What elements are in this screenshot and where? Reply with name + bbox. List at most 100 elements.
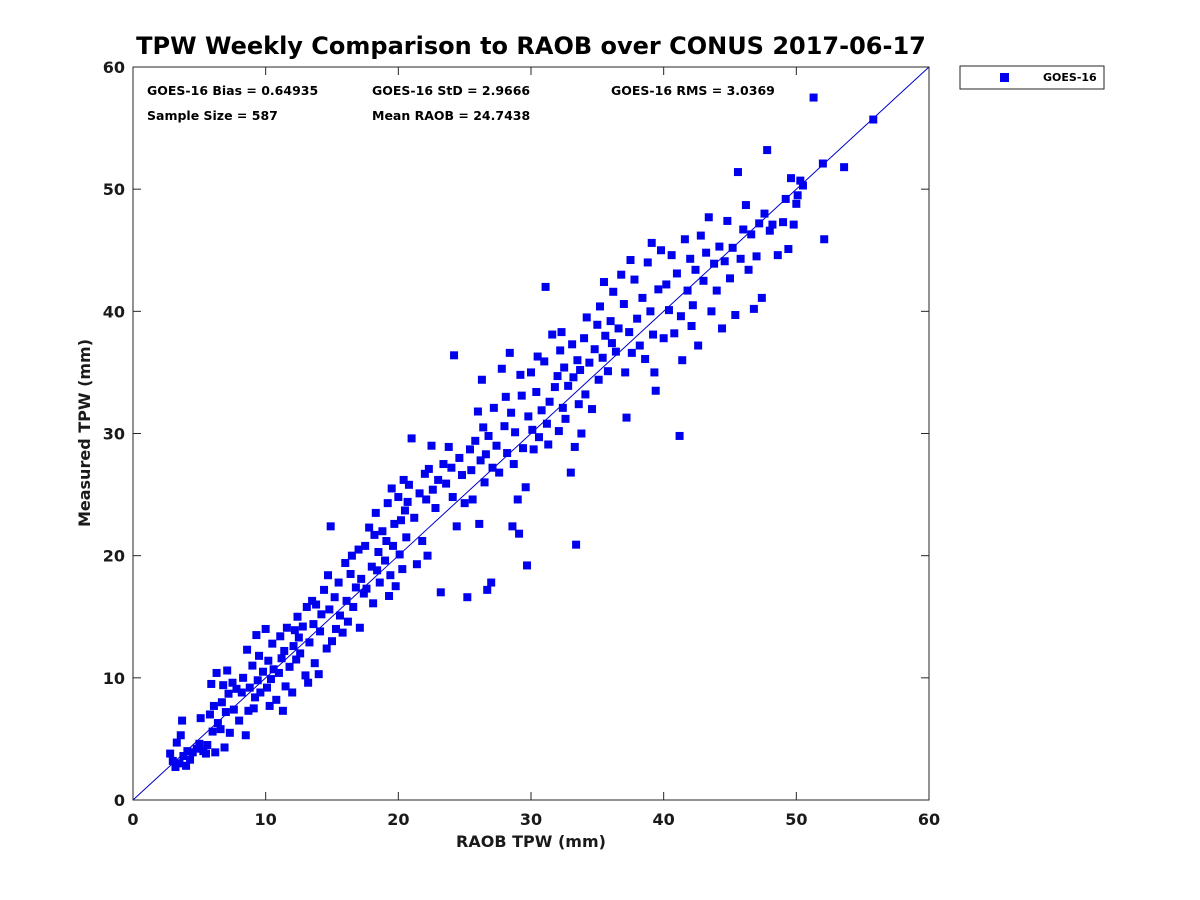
data-point <box>480 478 489 487</box>
data-point <box>192 744 201 753</box>
data-point <box>458 471 467 480</box>
data-point <box>375 578 384 587</box>
data-point <box>248 661 257 670</box>
x-tick-label: 10 <box>255 810 277 829</box>
data-point <box>264 656 273 665</box>
data-point <box>492 441 501 450</box>
data-point <box>683 286 692 295</box>
data-point <box>400 506 409 515</box>
data-point <box>638 293 647 302</box>
data-point <box>594 375 603 384</box>
x-tick-label: 20 <box>387 810 409 829</box>
data-point <box>707 307 716 316</box>
data-point <box>686 254 695 263</box>
data-point <box>219 681 228 690</box>
data-point <box>285 662 294 671</box>
data-point <box>787 174 796 183</box>
data-point <box>781 194 790 203</box>
data-point <box>744 265 753 274</box>
data-point <box>272 695 281 704</box>
x-tick-label: 0 <box>127 810 138 829</box>
data-point <box>175 759 184 768</box>
data-point <box>500 422 509 431</box>
data-point <box>696 231 705 240</box>
data-point <box>617 270 626 279</box>
data-point <box>455 453 464 462</box>
data-point <box>598 353 607 362</box>
data-point <box>386 571 395 580</box>
data-point <box>293 612 302 621</box>
data-point <box>331 624 340 633</box>
data-point <box>483 585 492 594</box>
data-point <box>422 495 431 504</box>
data-point <box>569 373 578 382</box>
y-tick-label: 20 <box>103 547 125 566</box>
data-point <box>428 485 437 494</box>
data-point <box>268 639 277 648</box>
data-point <box>253 676 262 685</box>
data-point <box>378 527 387 536</box>
data-point <box>304 678 313 687</box>
data-point <box>439 460 448 469</box>
data-point <box>220 743 229 752</box>
data-point <box>566 468 575 477</box>
data-point <box>354 545 363 554</box>
data-point <box>398 565 407 574</box>
data-point <box>542 419 551 428</box>
data-point <box>172 738 181 747</box>
data-point <box>643 258 652 267</box>
data-point <box>261 624 270 633</box>
data-point <box>495 468 504 477</box>
data-point <box>423 551 432 560</box>
data-point <box>302 602 311 611</box>
data-point <box>599 278 608 287</box>
data-point <box>450 351 459 360</box>
data-point <box>704 213 713 222</box>
data-point <box>540 357 549 366</box>
data-point <box>560 363 569 372</box>
data-point <box>544 440 553 449</box>
data-point <box>678 356 687 365</box>
data-point <box>183 747 192 756</box>
data-point <box>325 605 334 614</box>
data-point <box>568 340 577 349</box>
data-point <box>507 408 516 417</box>
data-point <box>370 530 379 539</box>
data-point <box>840 163 849 172</box>
data-point <box>691 265 700 274</box>
data-point <box>391 582 400 591</box>
data-point <box>675 431 684 440</box>
data-point <box>590 345 599 354</box>
data-point <box>412 560 421 569</box>
y-axis-ticks: 0 10 20 30 40 50 60 <box>103 58 929 810</box>
data-point <box>633 314 642 323</box>
data-point <box>330 593 339 602</box>
y-tick-label: 60 <box>103 58 125 77</box>
data-point <box>607 339 616 348</box>
data-point <box>203 741 212 750</box>
data-point <box>550 383 559 392</box>
data-point <box>572 540 581 549</box>
data-point <box>396 516 405 525</box>
data-point <box>726 274 734 283</box>
data-point <box>534 433 543 442</box>
data-point <box>361 541 370 550</box>
x-tick-label: 40 <box>653 810 675 829</box>
data-point <box>341 558 350 567</box>
stat-bias: GOES-16 Bias = 0.64935 <box>147 83 318 98</box>
data-point <box>288 688 297 697</box>
data-point <box>176 731 185 740</box>
data-point <box>484 431 493 440</box>
y-tick-label: 30 <box>103 425 125 444</box>
stat-rms: GOES-16 RMS = 3.0369 <box>611 83 775 98</box>
data-point <box>728 243 737 252</box>
data-point <box>606 317 615 326</box>
data-point <box>277 654 286 663</box>
data-point <box>619 300 628 309</box>
data-point <box>710 259 719 268</box>
data-point <box>427 441 436 450</box>
data-point <box>196 714 205 723</box>
data-point <box>217 698 226 707</box>
data-point <box>334 578 343 587</box>
data-point <box>367 562 376 571</box>
